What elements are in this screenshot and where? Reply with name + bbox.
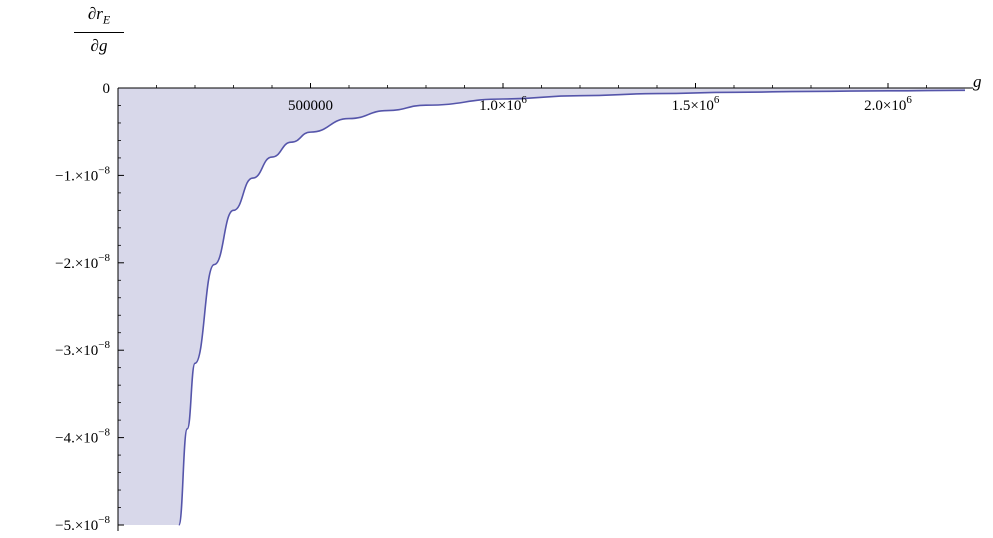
- x-tick-label: 1.0×106: [479, 94, 527, 114]
- y-axis-label-fraction-bar: [74, 32, 124, 34]
- tick-label-base: −2.×10: [55, 256, 98, 272]
- tick-label-exponent: −8: [98, 514, 110, 526]
- tick-label-exponent: −8: [98, 164, 110, 176]
- tick-label-base: −1.×10: [55, 168, 98, 184]
- y-tick-label: −5.×10−8: [55, 514, 110, 534]
- tick-label-base: 2.0×10: [864, 98, 906, 114]
- y-axis-label-subscript: E: [102, 12, 111, 27]
- tick-label-exponent: 6: [906, 94, 912, 106]
- tick-label-exponent: 6: [521, 94, 527, 106]
- y-tick-label: −4.×10−8: [55, 427, 110, 447]
- y-tick-label: −1.×10−8: [55, 164, 110, 184]
- tick-label-exponent: −8: [98, 252, 110, 264]
- x-axis-ticks: 500000 1.0×106 1.5×106 2.0×106: [156, 83, 927, 114]
- x-tick-label: 1.5×106: [672, 94, 720, 114]
- y-tick-label: −3.×10−8: [55, 339, 110, 359]
- tick-label-exponent: −8: [98, 339, 110, 351]
- tick-label-base: −4.×10: [55, 431, 98, 447]
- y-axis-label-numerator: ∂rE: [87, 4, 111, 27]
- tick-label-base: 0: [103, 81, 111, 97]
- y-axis-label-denominator: ∂g: [90, 36, 108, 56]
- tick-label-base: 1.0×10: [479, 98, 521, 114]
- x-tick-label: 2.0×106: [864, 94, 912, 114]
- series-fill-area: [118, 88, 965, 525]
- y-tick-label: −2.×10−8: [55, 252, 110, 272]
- y-axis-ticks: 0−1.×10−8−2.×10−8−3.×10−8−4.×10−8−5.×10−…: [55, 81, 124, 534]
- tick-label-exponent: −8: [98, 427, 110, 439]
- series-line: [178, 89, 966, 526]
- tick-label-base: −3.×10: [55, 343, 98, 359]
- tick-label-base: 500000: [288, 98, 333, 114]
- x-axis-label: g: [973, 72, 982, 91]
- tick-label-exponent: 6: [714, 94, 720, 106]
- y-axis-label: ∂rE ∂g: [60, 4, 138, 56]
- y-tick-label: 0: [103, 81, 111, 97]
- x-tick-label: 500000: [288, 98, 333, 114]
- tick-label-base: −5.×10: [55, 518, 98, 534]
- tick-label-base: 1.5×10: [672, 98, 714, 114]
